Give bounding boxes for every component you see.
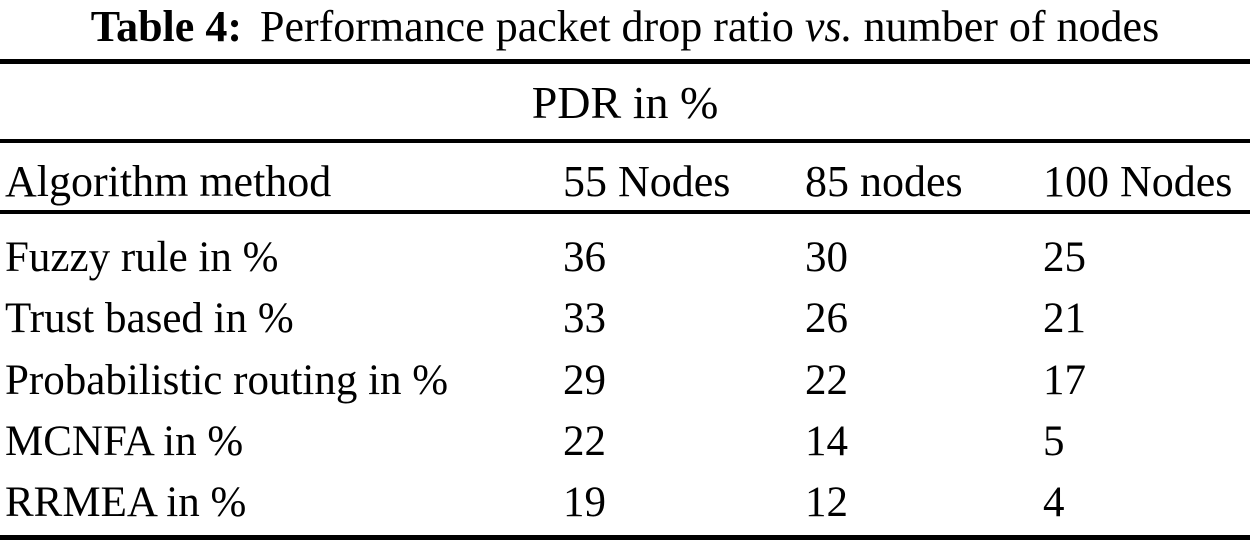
table-row: Trust based in % 33 26 21 [0,288,1250,349]
column-header-85-nodes: 85 nodes [805,157,963,206]
cell-probabilistic-100: 17 [1043,356,1086,404]
cell-mcnfa-85: 14 [805,417,848,465]
cell-fuzzy-55: 36 [563,234,606,281]
table-row: Probabilistic routing in % 29 22 17 [0,350,1250,411]
row-label-rrmea: RRMEA in % [5,479,247,527]
table-row: RRMEA in % 19 12 4 [0,472,1250,533]
caption-text-post: number of nodes [863,2,1160,51]
cell-rrmea-55: 19 [563,479,606,527]
table-body: Fuzzy rule in % 36 30 25 Trust based in … [0,227,1250,533]
column-header-100-nodes: 100 Nodes [1043,157,1233,206]
cell-mcnfa-55: 22 [563,417,606,465]
table-caption: Table 4: Performance packet drop ratio vs.… [0,2,1250,53]
row-label-probabilistic-routing: Probabilistic routing in % [5,356,449,404]
top-rule [0,59,1250,64]
header-row: Algorithm method 55 Nodes 85 nodes 100 N… [0,160,1250,204]
cell-fuzzy-85: 30 [805,234,848,281]
column-header-algorithm-method: Algorithm method [5,157,332,206]
cell-probabilistic-85: 22 [805,356,848,404]
cell-fuzzy-100: 25 [1043,234,1086,281]
table-row: Fuzzy rule in % 36 30 25 [0,227,1250,288]
caption-vs-abbrev: vs. [804,2,853,51]
row-label-mcnfa: MCNFA in % [5,417,244,465]
cell-trust-55: 33 [563,295,606,343]
cell-trust-100: 21 [1043,295,1086,343]
row-label-trust-based: Trust based in % [5,295,294,343]
header-bottom-rule [0,210,1250,214]
header-top-rule [0,139,1250,143]
caption-text-pre: Performance packet drop ratio [259,2,794,51]
cell-trust-85: 26 [805,295,848,343]
column-header-55-nodes: 55 Nodes [563,157,731,206]
cell-rrmea-85: 12 [805,479,848,527]
cell-rrmea-100: 4 [1043,479,1065,527]
group-header-pdr: PDR in % [531,77,719,128]
cell-mcnfa-100: 5 [1043,417,1065,465]
caption-table-number: Table 4: [90,2,242,51]
row-label-fuzzy-rule: Fuzzy rule in % [5,234,279,281]
bottom-rule [0,535,1250,540]
cell-probabilistic-55: 29 [563,356,606,404]
table-row: MCNFA in % 22 14 5 [0,411,1250,472]
